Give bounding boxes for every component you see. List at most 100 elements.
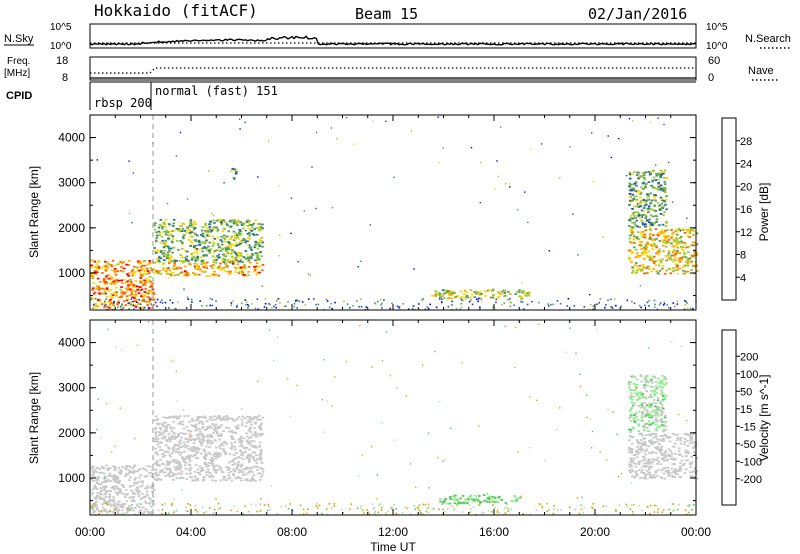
data-cell xyxy=(690,437,694,439)
data-cell xyxy=(211,457,214,460)
data-cell xyxy=(472,499,476,502)
data-cell xyxy=(91,277,95,280)
data-cell xyxy=(171,447,175,450)
data-cell xyxy=(674,472,677,474)
data-cell xyxy=(172,479,175,481)
data-cell xyxy=(93,502,97,504)
data-cell xyxy=(672,231,675,234)
data-cell xyxy=(648,233,652,235)
data-cell xyxy=(690,461,694,464)
noise-cell xyxy=(313,298,315,300)
noise-cell xyxy=(621,472,623,475)
data-cell xyxy=(238,438,241,440)
data-cell xyxy=(105,490,109,493)
data-cell xyxy=(239,252,243,255)
data-cell xyxy=(693,253,697,255)
noise-cell xyxy=(640,509,643,512)
noise-cell xyxy=(330,302,333,305)
data-cell xyxy=(682,269,685,272)
noise-cell xyxy=(91,506,94,508)
data-cell xyxy=(647,171,650,173)
noise-cell xyxy=(113,305,116,307)
noise-cell xyxy=(648,305,650,307)
data-cell xyxy=(663,191,667,193)
data-cell xyxy=(254,460,258,462)
data-cell xyxy=(214,457,218,460)
data-cell xyxy=(200,444,203,447)
data-cell xyxy=(630,465,633,467)
noise-cell xyxy=(189,435,191,438)
data-cell xyxy=(240,444,243,447)
data-cell xyxy=(235,220,239,223)
data-cell xyxy=(170,234,173,237)
data-cell xyxy=(136,488,139,490)
data-cell xyxy=(654,244,658,247)
data-cell xyxy=(255,462,259,465)
data-cell xyxy=(147,299,150,301)
data-cell xyxy=(232,473,235,475)
data-cell xyxy=(451,498,454,501)
data-cell xyxy=(106,469,110,471)
data-cell xyxy=(654,419,657,422)
data-cell xyxy=(153,224,156,227)
data-cell xyxy=(659,196,663,199)
data-cell xyxy=(642,477,645,480)
data-cell xyxy=(648,451,651,454)
data-cell xyxy=(221,267,225,269)
data-cell xyxy=(209,248,212,251)
data-cell xyxy=(681,266,685,268)
noise-cell xyxy=(161,513,163,515)
noise-cell xyxy=(462,299,464,302)
noise-cell xyxy=(422,513,424,515)
data-cell xyxy=(641,406,645,408)
data-cell xyxy=(221,259,224,262)
data-cell xyxy=(634,181,638,184)
data-cell xyxy=(153,438,157,440)
data-cell xyxy=(463,501,466,504)
data-cell xyxy=(646,427,649,429)
data-cell xyxy=(211,463,214,465)
noise-cell xyxy=(383,299,385,301)
data-cell xyxy=(119,261,122,263)
noise-cell xyxy=(526,303,529,306)
data-cell xyxy=(216,236,220,239)
data-cell xyxy=(235,222,238,225)
data-cell xyxy=(201,438,205,441)
data-cell xyxy=(645,246,649,249)
noise-cell xyxy=(522,513,524,515)
data-cell xyxy=(649,414,652,416)
data-cell xyxy=(183,415,186,417)
data-cell xyxy=(685,455,688,457)
data-cell xyxy=(684,449,687,452)
data-cell xyxy=(211,255,215,258)
data-cell xyxy=(663,477,667,480)
noise-cell xyxy=(293,302,296,305)
data-cell xyxy=(234,271,237,273)
noise-cell xyxy=(429,303,431,306)
data-cell xyxy=(521,290,525,292)
noise-cell xyxy=(468,300,471,303)
data-cell xyxy=(149,505,153,508)
data-cell xyxy=(666,469,670,472)
data-cell xyxy=(248,416,252,419)
noise-cell xyxy=(398,306,401,308)
data-cell xyxy=(629,413,633,416)
data-cell xyxy=(115,279,119,282)
data-cell xyxy=(126,468,130,471)
data-cell xyxy=(435,292,438,295)
data-cell xyxy=(231,460,235,463)
data-cell xyxy=(224,441,227,444)
data-cell xyxy=(688,433,692,435)
data-cell xyxy=(254,480,257,482)
data-cell xyxy=(108,274,111,277)
noise-cell xyxy=(494,188,497,190)
data-cell xyxy=(227,477,230,480)
noise-cell xyxy=(263,306,266,308)
data-cell xyxy=(130,500,134,502)
noise-cell xyxy=(567,297,570,300)
data-cell xyxy=(631,460,634,463)
noise-cell xyxy=(602,236,604,238)
data-cell xyxy=(252,440,256,443)
data-cell xyxy=(116,509,120,512)
data-cell xyxy=(159,241,162,244)
